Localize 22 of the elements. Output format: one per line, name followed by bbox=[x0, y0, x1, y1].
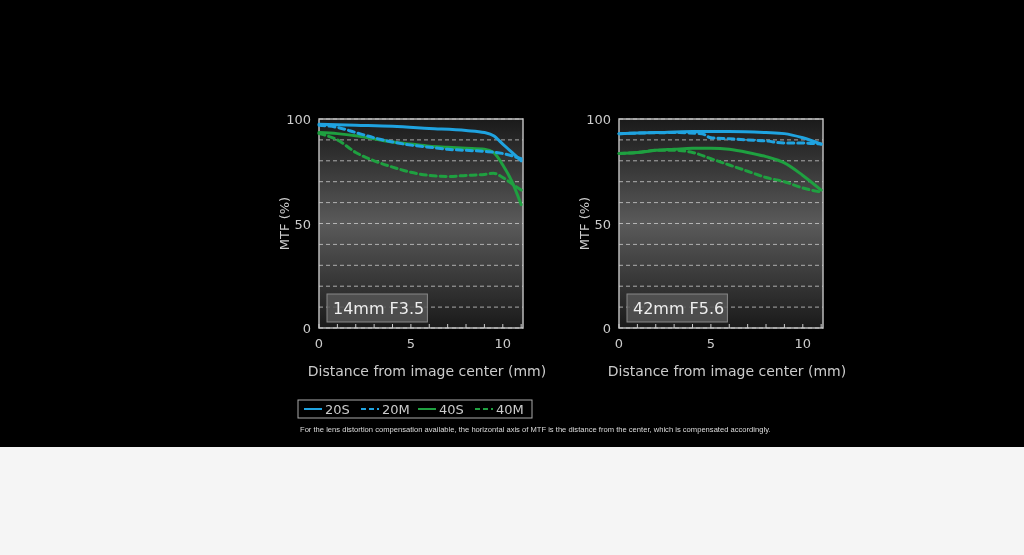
legend-label: 20S bbox=[325, 402, 350, 417]
x-tick-label: 0 bbox=[614, 336, 624, 351]
y-axis-title: MTF (%) bbox=[277, 196, 292, 251]
y-tick-label: 50 bbox=[294, 216, 311, 232]
x-tick-label: 0 bbox=[314, 336, 324, 351]
y-tick-label: 0 bbox=[602, 321, 611, 336]
legend-label: 40S bbox=[439, 402, 464, 417]
y-tick-label: 50 bbox=[594, 216, 611, 232]
x-tick-label: 10 bbox=[494, 336, 512, 351]
legend-label: 20M bbox=[382, 402, 410, 417]
y-axis-title: MTF (%) bbox=[577, 196, 592, 251]
x-axis-title: Distance from image center (mm) bbox=[307, 363, 547, 379]
x-tick-label: 5 bbox=[406, 336, 416, 351]
text: 14mm F3.5 bbox=[333, 299, 425, 318]
x-axis-title: Distance from image center (mm) bbox=[607, 363, 847, 379]
y-tick-label: 0 bbox=[302, 321, 311, 336]
y-tick-label: 100 bbox=[286, 112, 311, 127]
x-tick-label: 10 bbox=[794, 336, 812, 351]
x-tick-label: 5 bbox=[706, 336, 716, 351]
y-tick-label: 100 bbox=[586, 112, 611, 127]
text: 42mm F5.6 bbox=[633, 299, 725, 318]
legend-label: 40M bbox=[496, 402, 524, 417]
